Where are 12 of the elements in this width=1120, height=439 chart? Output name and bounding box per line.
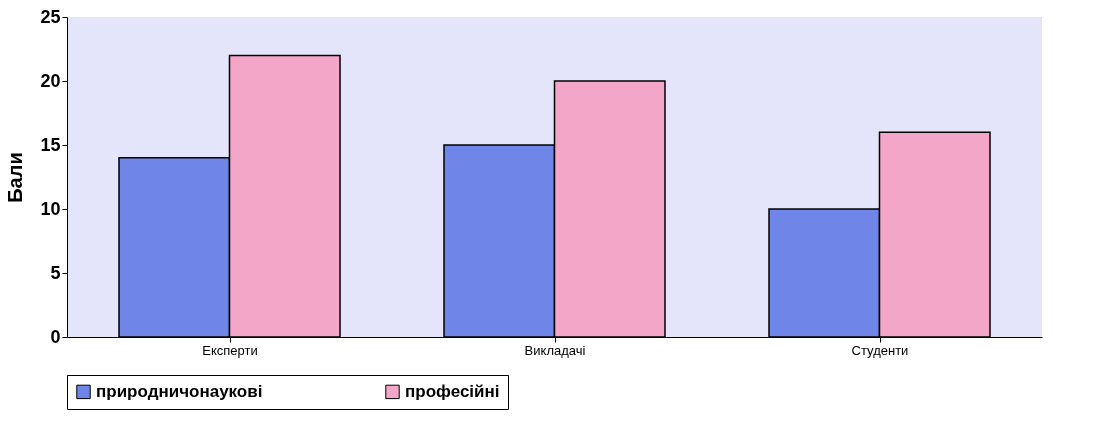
y-axis-title: Бали — [4, 152, 27, 203]
legend-label: професійні — [405, 381, 500, 401]
y-tick-label: 0 — [50, 326, 61, 347]
x-tick-label: Експерти — [202, 342, 258, 358]
legend-label: природничонаукові — [96, 381, 263, 401]
y-tick-label: 5 — [50, 262, 61, 283]
y-tick-label: 10 — [40, 198, 61, 219]
y-tick-label: 20 — [40, 70, 61, 91]
x-tick-label: Студенти — [851, 342, 909, 358]
y-tick-label: 25 — [40, 6, 61, 27]
y-tick-label: 15 — [40, 134, 61, 155]
x-tick-label: Викладачі — [524, 342, 586, 358]
